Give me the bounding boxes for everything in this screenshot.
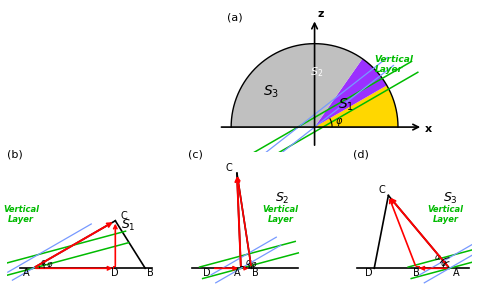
Text: φ: φ bbox=[46, 260, 52, 269]
Text: $S_1$: $S_1$ bbox=[338, 97, 354, 113]
Text: $S_3$: $S_3$ bbox=[443, 191, 458, 206]
Text: (a): (a) bbox=[227, 12, 242, 22]
Text: A: A bbox=[23, 268, 30, 278]
Text: D: D bbox=[203, 268, 210, 278]
Text: α: α bbox=[41, 258, 46, 267]
Text: B: B bbox=[252, 268, 259, 278]
Text: B: B bbox=[413, 268, 420, 278]
Text: (d): (d) bbox=[353, 150, 369, 159]
Text: φ: φ bbox=[440, 259, 446, 268]
Text: C: C bbox=[378, 185, 385, 195]
Text: φ: φ bbox=[336, 116, 342, 126]
Text: A: A bbox=[234, 268, 240, 278]
Text: α: α bbox=[246, 258, 252, 267]
Text: $S_2$: $S_2$ bbox=[310, 65, 323, 79]
Text: Vertical
Layer: Vertical Layer bbox=[262, 205, 298, 224]
Text: D: D bbox=[112, 268, 119, 278]
Text: Vertical
Layer: Vertical Layer bbox=[428, 205, 464, 224]
Text: C: C bbox=[226, 163, 232, 172]
Text: (b): (b) bbox=[6, 150, 22, 159]
Wedge shape bbox=[314, 59, 387, 127]
Text: $S_2$: $S_2$ bbox=[275, 191, 290, 206]
Text: x: x bbox=[424, 124, 432, 134]
Text: A: A bbox=[453, 268, 460, 278]
Text: D: D bbox=[365, 268, 372, 278]
Wedge shape bbox=[314, 85, 398, 127]
Text: φ: φ bbox=[250, 260, 256, 269]
Wedge shape bbox=[231, 44, 362, 127]
Text: Vertical
Layer: Vertical Layer bbox=[3, 205, 39, 224]
Text: $S_1$: $S_1$ bbox=[122, 218, 136, 233]
Text: $S_3$: $S_3$ bbox=[263, 84, 280, 100]
Text: z: z bbox=[317, 9, 324, 19]
Text: (c): (c) bbox=[188, 150, 203, 159]
Text: α: α bbox=[435, 253, 440, 262]
Text: Vertical
Layer: Vertical Layer bbox=[374, 55, 414, 74]
Text: C: C bbox=[120, 212, 128, 222]
Text: B: B bbox=[147, 268, 154, 278]
